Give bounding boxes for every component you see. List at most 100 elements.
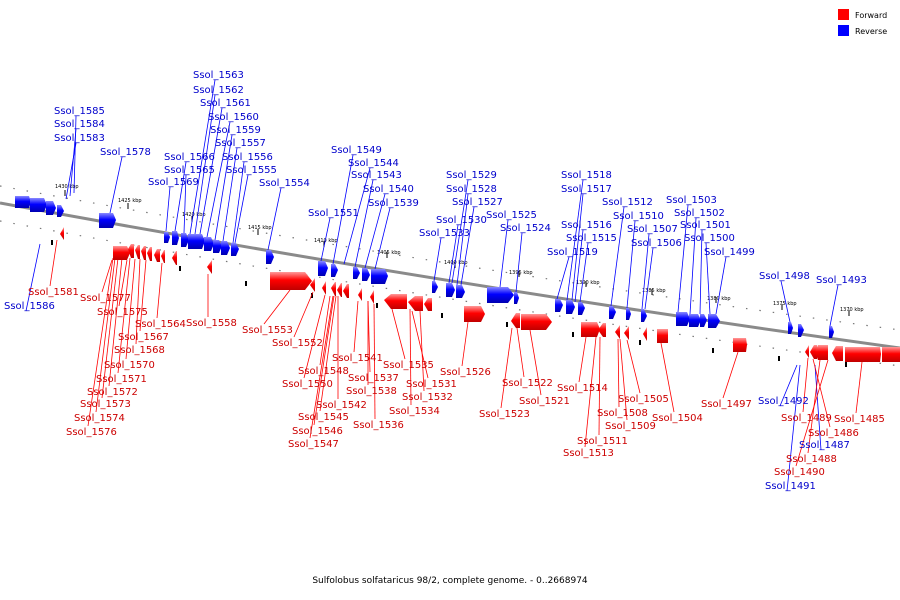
gene-reverse [700,314,707,327]
reverse-gene-label: Ssol_1566 [164,152,215,163]
reverse-connector-line [780,280,791,323]
reverse-connector-line [574,229,584,303]
gene-reverse [353,267,360,279]
forward-gene-label: Ssol_1574 [74,413,125,424]
reverse-connector-line [786,364,801,492]
reverse-gene-label: Ssol_1560 [208,112,259,123]
forward-gene-label: Ssol_1486 [808,428,859,439]
forward-connector-line [722,351,739,399]
gene-forward [805,345,809,358]
forward-connector-line [516,327,525,378]
gene-reverse [371,269,388,284]
reverse-gene-label: Ssol_1493 [816,275,867,286]
gene-reverse [181,233,189,247]
forward-gene-label: Ssol_1567 [118,332,169,343]
reverse-connector-line [644,247,654,310]
reverse-connector-line [699,229,703,315]
reverse-gene-label: Ssol_1586 [4,301,55,312]
reverse-connector-line [571,193,584,301]
forward-gene-label: Ssol_1572 [87,387,138,398]
forward-connector-line [373,303,376,420]
reverse-connector-line [109,156,123,214]
reverse-gene-label: Ssol_1584 [54,119,105,130]
genome-backbone [0,201,900,350]
reverse-connector-line [705,242,711,315]
gene-reverse [266,250,274,264]
forward-gene-label: Ssol_1490 [774,467,825,478]
reverse-connector-line [206,121,231,238]
forward-gene-label: Ssol_1537 [348,373,399,384]
reverse-connector-line [199,107,223,235]
gene-forward [581,322,600,337]
gene-reverse [231,243,239,256]
forward-connector-line [584,336,597,448]
gene-forward [598,323,606,337]
reverse-connector-line [715,256,727,315]
gene-forward [511,313,520,328]
gene-reverse [514,292,519,304]
forward-genes [60,227,900,362]
forward-gene-label: Ssol_1564 [135,319,186,330]
gene-reverse [708,314,720,328]
legend-forward-label: Forward [855,11,887,20]
reverse-gene-label: Ssol_1510 [613,211,664,222]
gene-forward [643,327,647,341]
forward-connector-line [391,308,406,360]
gene-forward [832,346,843,361]
forward-connector-line [101,259,113,293]
gene-forward [172,251,177,265]
reverse-gene-label: Ssol_1524 [500,223,551,234]
reverse-connector-line [354,179,374,268]
forward-connector-line [101,257,119,399]
reverse-gene-label: Ssol_1569 [148,177,199,188]
tick-label: 1415 kbp [248,225,272,231]
gene-reverse [57,205,64,217]
forward-connector-line [353,300,359,353]
reverse-connector-line [222,147,238,242]
reverse-connector-line [343,167,371,265]
gene-reverse [788,322,793,334]
forward-gene-label: Ssol_1508 [597,408,648,419]
gene-reverse [432,281,438,293]
gene-reverse [676,312,690,326]
forward-connector-line [660,342,675,413]
forward-gene-label: Ssol_1558 [186,318,237,329]
reverse-gene-label: Ssol_1543 [351,170,402,181]
reverse-gene-label: Ssol_1519 [547,247,598,258]
forward-gene-label: Ssol_1536 [353,420,404,431]
gene-reverse [578,302,585,315]
reverse-connector-line [579,242,589,303]
gene-reverse [689,314,701,327]
reverse-connector-line [829,284,839,327]
gene-reverse [829,326,834,338]
reverse-connector-line [65,142,77,200]
reverse-gene-label: Ssol_1487 [799,440,850,451]
forward-gene-label: Ssol_1576 [66,427,117,438]
gene-forward [343,284,349,298]
gene-reverse [609,306,616,319]
reverse-connector-line [214,134,233,241]
gene-reverse [566,300,575,314]
reverse-gene-label: Ssol_1551 [308,208,359,219]
forward-gene-label: Ssol_1488 [786,454,837,465]
reverse-gene-label: Ssol_1515 [566,233,617,244]
reverse-gene-label: Ssol_1555 [226,165,277,176]
reverse-gene-label: Ssol_1554 [259,178,310,189]
tick-label: 1410 kbp [314,238,338,244]
forward-gene-label: Ssol_1523 [479,409,530,420]
reverse-connector-line [433,237,442,282]
reverse-connector-line [566,179,584,301]
reverse-gene-label: Ssol_1578 [100,147,151,158]
reverse-connector-line [25,243,41,312]
reverse-connector-line [814,364,822,451]
gene-forward [815,345,828,360]
forward-connector-line [617,338,620,408]
reverse-connector-line [677,204,689,313]
reverse-gene-label: Ssol_1500 [684,233,735,244]
forward-gene-label: Ssol_1541 [332,353,383,364]
gene-forward [810,345,817,359]
gene-forward [882,347,900,362]
gene-forward [113,246,130,260]
forward-connector-line [108,257,123,387]
forward-gene-label: Ssol_1485 [834,414,885,425]
